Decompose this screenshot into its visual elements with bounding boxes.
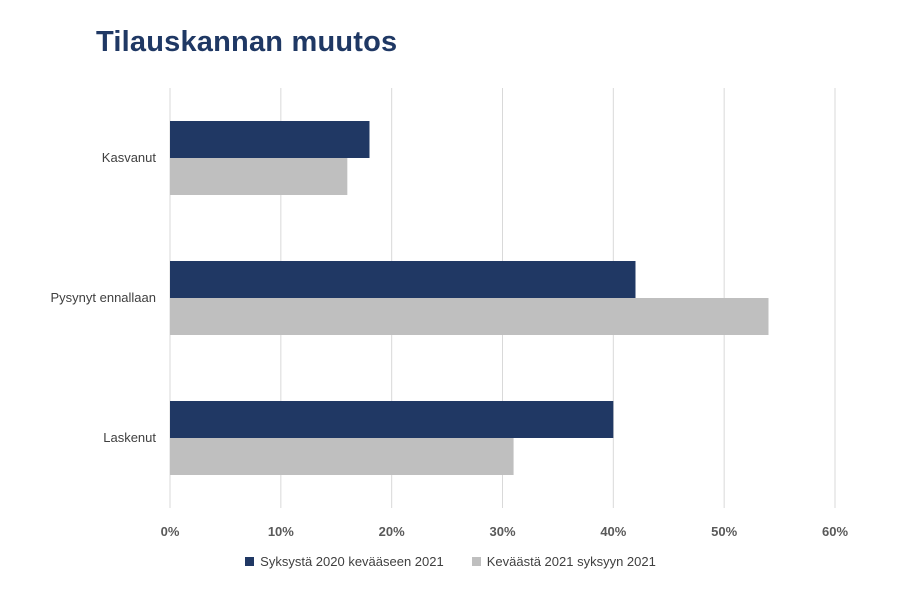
category-label: Pysynyt ennallaan [50, 290, 156, 305]
category-label: Laskenut [103, 430, 156, 445]
bar-1 [170, 121, 370, 158]
legend-label-series-1: Syksystä 2020 kevääseen 2021 [260, 554, 444, 569]
legend-swatch-series-1 [245, 557, 255, 566]
x-tick-label: 20% [379, 524, 405, 539]
x-tick-label: 10% [268, 524, 294, 539]
chart-legend: Syksystä 2020 kevääseen 2021 Keväästä 20… [0, 554, 901, 569]
bar-1 [170, 401, 614, 438]
bar-2 [170, 438, 514, 475]
legend-label-series-2: Keväästä 2021 syksyyn 2021 [486, 554, 656, 569]
x-tick-label: 0% [161, 524, 180, 539]
bar-2 [170, 158, 348, 195]
x-tick-label: 40% [600, 524, 626, 539]
legend-item-series-2: Keväästä 2021 syksyyn 2021 [471, 554, 656, 569]
legend-swatch-series-2 [471, 557, 481, 566]
x-tick-label: 60% [822, 524, 848, 539]
chart-title: Tilauskannan muutos [96, 26, 398, 58]
legend-item-series-1: Syksystä 2020 kevääseen 2021 [245, 554, 444, 569]
x-tick-label: 50% [711, 524, 737, 539]
bar-1 [170, 261, 636, 298]
category-label: Kasvanut [102, 150, 157, 165]
x-tick-label: 30% [489, 524, 515, 539]
bar-2 [170, 298, 769, 335]
